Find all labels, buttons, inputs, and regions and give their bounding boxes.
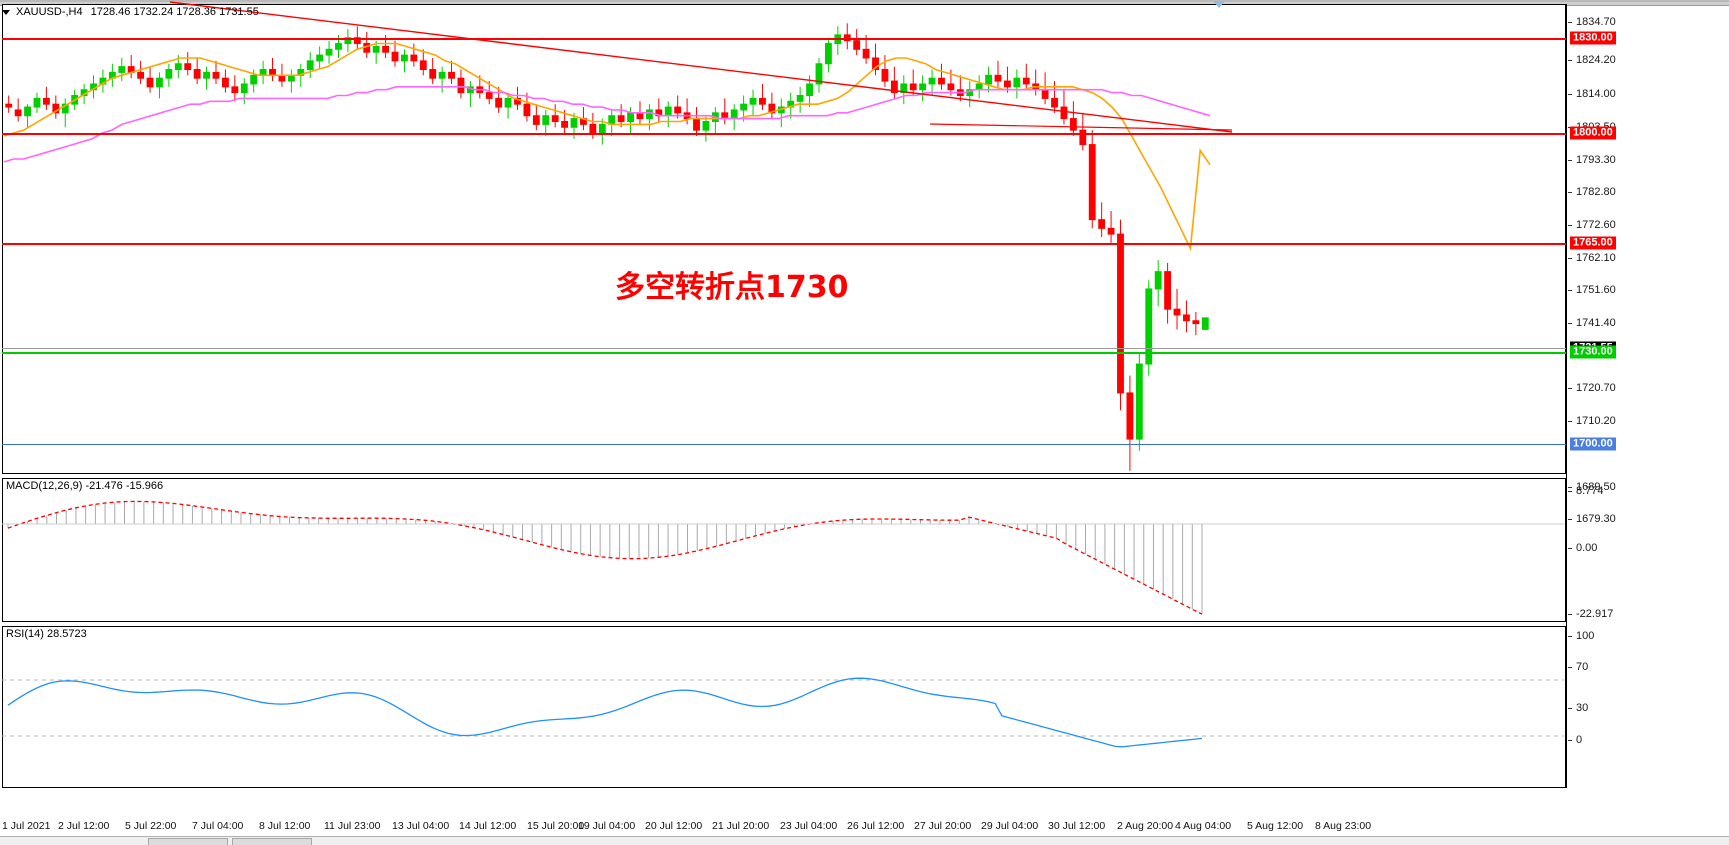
axis-tick-mark bbox=[1568, 192, 1572, 193]
symbol-name: XAUUSD-,H4 bbox=[16, 6, 83, 18]
axis-tick-label: 1814.00 bbox=[1568, 88, 1616, 100]
axis-tick-label: 1793.30 bbox=[1568, 154, 1616, 166]
macd-plot bbox=[2, 500, 1564, 615]
price-plot bbox=[3, 1, 1233, 471]
price-scale-axis[interactable]: 1834.701824.201814.001803.501793.301782.… bbox=[1566, 0, 1729, 800]
axis-tick-label: -22.917 bbox=[1568, 608, 1613, 620]
titlebar-accent bbox=[0, 0, 1729, 2]
axis-tick-label: 0 bbox=[1568, 734, 1582, 746]
price-level-line[interactable] bbox=[2, 352, 1566, 354]
time-axis-label: 2 Jul 12:00 bbox=[58, 820, 110, 832]
axis-tick-mark bbox=[1568, 491, 1572, 492]
time-axis-label: 14 Jul 12:00 bbox=[459, 820, 517, 832]
macd-indicator-label: MACD(12,26,9) -21.476 -15.966 bbox=[6, 480, 164, 492]
time-axis-label: 8 Jul 12:00 bbox=[259, 820, 311, 832]
axis-tick-mark bbox=[1568, 740, 1572, 741]
symbol-header: XAUUSD-,H4 1728.46 1732.24 1728.36 1731.… bbox=[2, 5, 259, 19]
rsi-indicator-label: RSI(14) 28.5723 bbox=[6, 628, 87, 640]
axis-tick-label: 1751.60 bbox=[1568, 284, 1616, 296]
time-axis-label: 19 Jul 04:00 bbox=[578, 820, 636, 832]
macd-panel[interactable] bbox=[2, 478, 1566, 622]
axis-tick-mark bbox=[1568, 548, 1572, 549]
price-level-badge[interactable]: 1830.00 bbox=[1570, 31, 1616, 45]
axis-tick-mark bbox=[1568, 487, 1572, 488]
time-axis-label: 26 Jul 12:00 bbox=[847, 820, 905, 832]
time-axis-label: 5 Jul 22:00 bbox=[125, 820, 177, 832]
price-level-badge[interactable]: 1700.00 bbox=[1570, 437, 1616, 451]
axis-tick-mark bbox=[1568, 258, 1572, 259]
axis-tick-mark bbox=[1568, 636, 1572, 637]
rsi-plot bbox=[2, 677, 1564, 748]
time-axis-label: 13 Jul 04:00 bbox=[392, 820, 450, 832]
axis-tick-mark bbox=[1568, 388, 1572, 389]
axis-tick-label: 30 bbox=[1568, 702, 1588, 714]
time-axis-label: 7 Jul 04:00 bbox=[192, 820, 244, 832]
axis-tick-mark bbox=[1568, 708, 1572, 709]
axis-tick-label: 1834.70 bbox=[1568, 16, 1616, 28]
time-axis-label: 2 Aug 20:00 bbox=[1117, 820, 1174, 832]
current-price-line bbox=[2, 348, 1566, 349]
price-level-badge[interactable]: 1730.00 bbox=[1570, 345, 1616, 359]
time-axis-label: 1 Jul 2021 bbox=[2, 820, 51, 832]
axis-tick-mark bbox=[1568, 421, 1572, 422]
axis-tick-label: 1741.40 bbox=[1568, 317, 1616, 329]
time-axis-label: 11 Jul 23:00 bbox=[324, 820, 381, 832]
axis-tick-label: 1762.10 bbox=[1568, 252, 1616, 264]
axis-tick-label: 0.00 bbox=[1568, 542, 1597, 554]
axis-tick-label: 1782.80 bbox=[1568, 186, 1616, 198]
time-axis-label: 27 Jul 20:00 bbox=[914, 820, 972, 832]
chevron-down-icon[interactable] bbox=[2, 9, 10, 15]
price-level-line[interactable] bbox=[2, 133, 1566, 135]
axis-tick-mark bbox=[1568, 519, 1572, 520]
chart-tab-1[interactable] bbox=[148, 838, 228, 845]
status-bar bbox=[0, 836, 1729, 845]
chart-annotation-text: 多空转折点1730 bbox=[615, 270, 849, 305]
symbol-ohlc-values: 1728.46 1732.24 1728.36 1731.55 bbox=[90, 6, 259, 18]
time-axis-label: 5 Aug 12:00 bbox=[1247, 820, 1304, 832]
time-scale-axis[interactable]: 1 Jul 2021 2 Jul 12:00 5 Jul 22:00 7 Jul 04… bbox=[0, 818, 1566, 836]
axis-tick-label: 1824.20 bbox=[1568, 54, 1616, 66]
chart-tab-2[interactable] bbox=[232, 838, 312, 845]
time-axis-label: 30 Jul 12:00 bbox=[1048, 820, 1106, 832]
axis-tick-label: 8.774 bbox=[1568, 485, 1604, 497]
object-marker-icon bbox=[1213, 1, 1225, 8]
axis-tick-mark bbox=[1568, 22, 1572, 23]
price-level-line[interactable] bbox=[2, 243, 1566, 245]
axis-tick-label: 1689.50 bbox=[1568, 481, 1616, 493]
axis-tick-mark bbox=[1568, 225, 1572, 226]
axis-tick-mark bbox=[1568, 60, 1572, 61]
axis-tick-label: 100 bbox=[1568, 630, 1594, 642]
axis-separator bbox=[1566, 4, 1567, 788]
axis-tick-mark bbox=[1568, 160, 1572, 161]
price-level-badge[interactable]: 1765.00 bbox=[1570, 236, 1616, 250]
price-level-line[interactable] bbox=[2, 444, 1566, 445]
time-axis-label: 20 Jul 12:00 bbox=[645, 820, 703, 832]
time-axis-label: 23 Jul 04:00 bbox=[780, 820, 838, 832]
price-level-line[interactable] bbox=[2, 38, 1566, 40]
time-axis-label: 8 Aug 23:00 bbox=[1315, 820, 1372, 832]
time-axis-label: 15 Jul 20:00 bbox=[527, 820, 585, 832]
axis-tick-mark bbox=[1568, 614, 1572, 615]
axis-tick-label: 70 bbox=[1568, 661, 1588, 673]
axis-tick-mark bbox=[1568, 94, 1572, 95]
axis-tick-label: 1772.60 bbox=[1568, 219, 1616, 231]
price-level-badge[interactable]: 1800.00 bbox=[1570, 126, 1616, 140]
time-axis-label: 4 Aug 04:00 bbox=[1175, 820, 1232, 832]
axis-tick-mark bbox=[1568, 323, 1572, 324]
axis-tick-label: 1679.30 bbox=[1568, 513, 1616, 525]
axis-tick-label: 1710.20 bbox=[1568, 415, 1616, 427]
rsi-panel[interactable] bbox=[2, 626, 1566, 788]
time-axis-label: 21 Jul 20:00 bbox=[712, 820, 770, 832]
axis-tick-label: 1720.70 bbox=[1568, 382, 1616, 394]
axis-tick-mark bbox=[1568, 667, 1572, 668]
axis-tick-mark bbox=[1568, 290, 1572, 291]
time-axis-label: 29 Jul 04:00 bbox=[981, 820, 1039, 832]
